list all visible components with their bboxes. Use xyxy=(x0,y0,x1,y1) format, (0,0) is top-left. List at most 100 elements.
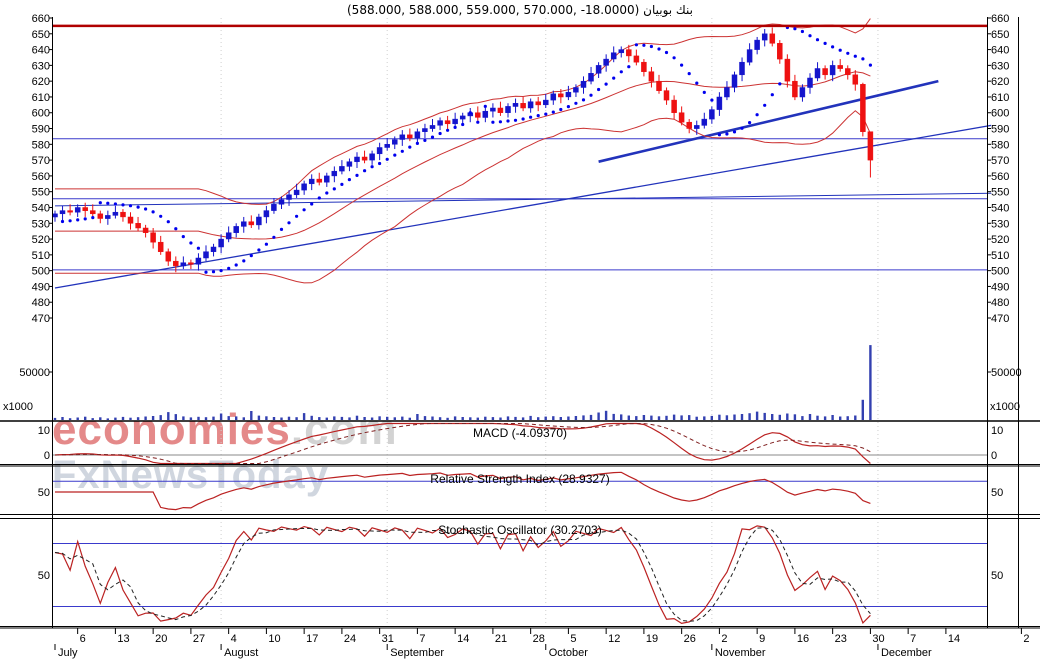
svg-text:10: 10 xyxy=(268,633,280,645)
price-axis-labels: 660 660 650 650 640 640 630 630 620 620 610 610 600 6… xyxy=(19,13,1021,582)
svg-text:640: 640 xyxy=(32,45,50,57)
svg-text:20: 20 xyxy=(155,633,167,645)
svg-text:590: 590 xyxy=(991,124,1009,136)
svg-text:13: 13 xyxy=(117,633,129,645)
svg-text:September: September xyxy=(390,647,444,659)
svg-text:9: 9 xyxy=(759,633,765,645)
svg-text:560: 560 xyxy=(32,171,50,183)
svg-text:560: 560 xyxy=(991,171,1009,183)
svg-text:520: 520 xyxy=(32,234,50,246)
svg-text:July: July xyxy=(58,647,78,659)
svg-text:50000: 50000 xyxy=(991,367,1022,379)
svg-text:10: 10 xyxy=(991,425,1003,437)
svg-text:12: 12 xyxy=(608,633,620,645)
svg-text:470: 470 xyxy=(991,313,1009,325)
svg-text:470: 470 xyxy=(32,313,50,325)
svg-text:530: 530 xyxy=(991,218,1009,230)
month-gridlines xyxy=(220,18,879,626)
svg-text:570: 570 xyxy=(32,155,50,167)
svg-text:50000: 50000 xyxy=(19,367,50,379)
svg-text:27: 27 xyxy=(193,633,205,645)
svg-text:23: 23 xyxy=(835,633,847,645)
stochastic-plot xyxy=(53,525,988,625)
volume-scale-label-right: x1000 xyxy=(990,401,1020,413)
svg-text:510: 510 xyxy=(32,250,50,262)
svg-text:50: 50 xyxy=(38,570,50,582)
svg-text:16: 16 xyxy=(797,633,809,645)
svg-text:530: 530 xyxy=(32,218,50,230)
svg-text:500: 500 xyxy=(991,266,1009,278)
svg-text:660: 660 xyxy=(32,13,50,25)
svg-text:490: 490 xyxy=(991,281,1009,293)
svg-text:630: 630 xyxy=(32,60,50,72)
svg-text:2: 2 xyxy=(721,633,727,645)
svg-text:31: 31 xyxy=(382,633,394,645)
svg-text:7: 7 xyxy=(419,633,425,645)
svg-text:520: 520 xyxy=(991,234,1009,246)
svg-text:5: 5 xyxy=(570,633,576,645)
svg-text:540: 540 xyxy=(991,202,1009,214)
parabolic-sar xyxy=(60,25,873,274)
svg-text:November: November xyxy=(715,647,766,659)
svg-text:24: 24 xyxy=(344,633,356,645)
svg-text:490: 490 xyxy=(32,281,50,293)
svg-text:14: 14 xyxy=(948,633,960,645)
svg-text:17: 17 xyxy=(306,633,318,645)
chart-title: (588.000, 588.000, 559.000, 570.000, -18… xyxy=(347,3,693,17)
svg-text:28: 28 xyxy=(533,633,545,645)
svg-text:650: 650 xyxy=(991,29,1009,41)
svg-text:26: 26 xyxy=(684,633,696,645)
svg-text:540: 540 xyxy=(32,202,50,214)
volume-bars xyxy=(53,345,872,420)
svg-text:6: 6 xyxy=(80,633,86,645)
price-levels xyxy=(53,138,988,271)
svg-text:480: 480 xyxy=(32,297,50,309)
svg-text:0: 0 xyxy=(44,450,50,462)
candles xyxy=(52,27,874,273)
svg-text:640: 640 xyxy=(991,45,1009,57)
svg-text:550: 550 xyxy=(991,187,1009,199)
svg-text:590: 590 xyxy=(32,124,50,136)
svg-text:7: 7 xyxy=(910,633,916,645)
svg-text:620: 620 xyxy=(991,76,1009,88)
trendlines xyxy=(54,79,992,289)
svg-text:50: 50 xyxy=(991,487,1003,499)
panel-frames xyxy=(0,17,1040,629)
stochastic-indicator-label: Stochastic Oscillator (30.2703) xyxy=(438,523,602,537)
svg-text:4: 4 xyxy=(231,633,237,645)
svg-text:50: 50 xyxy=(991,570,1003,582)
rsi-plot xyxy=(53,471,988,511)
svg-text:610: 610 xyxy=(32,92,50,104)
svg-text:600: 600 xyxy=(32,108,50,120)
svg-text:30: 30 xyxy=(872,633,884,645)
svg-text:660: 660 xyxy=(991,13,1009,25)
svg-text:October: October xyxy=(549,647,588,659)
svg-text:21: 21 xyxy=(495,633,507,645)
svg-text:570: 570 xyxy=(991,155,1009,167)
svg-text:2: 2 xyxy=(1023,633,1029,645)
svg-text:580: 580 xyxy=(991,139,1009,151)
svg-text:600: 600 xyxy=(991,108,1009,120)
x-axis: 6 13 20 27 4 10 17 24 31 7 14 21 28 5 12 19 26 2 9 16 23 30 7 1… xyxy=(54,628,1030,659)
svg-text:14: 14 xyxy=(457,633,469,645)
svg-text:19: 19 xyxy=(646,633,658,645)
svg-text:510: 510 xyxy=(991,250,1009,262)
volume-scale-label-left: x1000 xyxy=(3,401,33,413)
rsi-indicator-label: Relative Strength Index (28.9327) xyxy=(430,472,610,486)
svg-text:December: December xyxy=(881,647,932,659)
svg-text:50: 50 xyxy=(38,487,50,499)
svg-text:10: 10 xyxy=(38,425,50,437)
svg-text:620: 620 xyxy=(32,76,50,88)
svg-text:580: 580 xyxy=(32,139,50,151)
svg-text:0: 0 xyxy=(991,450,997,462)
svg-text:480: 480 xyxy=(991,297,1009,309)
svg-text:August: August xyxy=(224,647,258,659)
svg-text:610: 610 xyxy=(991,92,1009,104)
svg-text:550: 550 xyxy=(32,187,50,199)
svg-text:650: 650 xyxy=(32,29,50,41)
svg-text:630: 630 xyxy=(991,60,1009,72)
svg-text:500: 500 xyxy=(32,266,50,278)
macd-indicator-label: MACD (-4.09370) xyxy=(472,426,568,440)
